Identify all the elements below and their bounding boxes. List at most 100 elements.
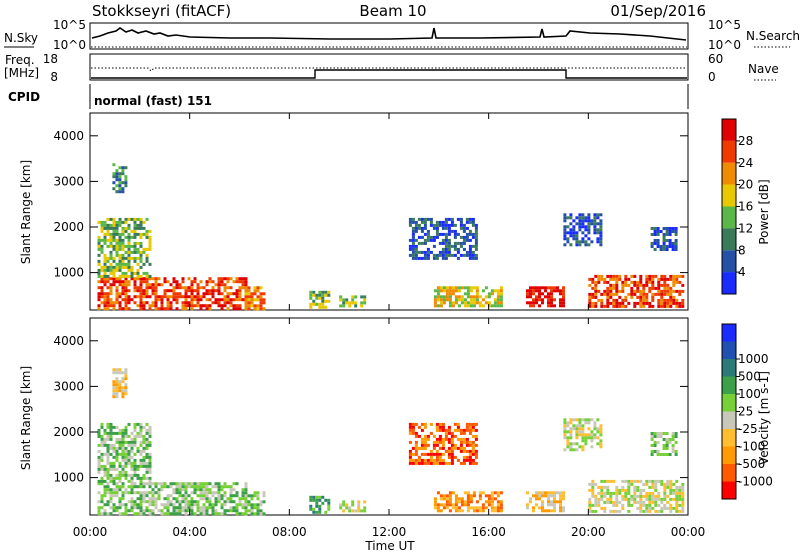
heatmap-cell (575, 427, 579, 431)
heatmap-cell (160, 509, 164, 513)
heatmap-cell (112, 371, 116, 375)
heatmap-cell (660, 301, 664, 305)
heatmap-cell (609, 497, 613, 501)
heatmap-cell (193, 485, 197, 489)
heatmap-cell (118, 172, 122, 176)
heatmap-cell (148, 431, 152, 435)
heatmap-cell (196, 304, 200, 308)
heatmap-cell (581, 225, 585, 229)
heatmap-cell (148, 277, 152, 281)
heatmap-cell (618, 491, 622, 495)
heatmap-cell (130, 500, 134, 504)
heatmap-cell (636, 286, 640, 290)
heatmap-cell (109, 241, 113, 245)
heatmap-cell (578, 424, 582, 428)
heatmap-cell (103, 235, 107, 239)
heatmap-cell (97, 271, 101, 275)
heatmap-cell (451, 506, 455, 510)
heatmap-cell (103, 253, 107, 257)
heatmap-cell (124, 274, 128, 278)
heatmap-cell (438, 452, 442, 456)
heatmap-cell (612, 479, 616, 483)
colorbar-swatch (722, 394, 736, 412)
heatmap-cell (674, 453, 678, 456)
heatmap-cell (97, 235, 101, 239)
heatmap-cell (432, 238, 436, 242)
heatmap-cell (484, 301, 488, 305)
heatmap-cell (109, 443, 113, 447)
heatmap-cell (318, 498, 322, 502)
heatmap-cell (465, 440, 469, 444)
heatmap-cell (169, 289, 173, 293)
heatmap-cell (578, 421, 582, 425)
heatmap-cell (175, 488, 179, 492)
heatmap-cell (590, 439, 594, 443)
heatmap-cell (151, 494, 155, 498)
heatmap-cell (220, 298, 224, 302)
heatmap-cell (651, 494, 655, 498)
heatmap-cell (569, 436, 573, 440)
heatmap-cell (124, 506, 128, 510)
heatmap-cell (627, 301, 631, 305)
heatmap-cell (581, 231, 585, 235)
heatmap-cell (133, 437, 137, 441)
heatmap-cell (232, 298, 236, 302)
heatmap-cell (665, 239, 669, 242)
heatmap-cell (526, 301, 529, 305)
heatmap-cell (618, 277, 622, 281)
heatmap-cell (671, 230, 675, 233)
heatmap-cell (136, 503, 140, 507)
heatmap-cell (496, 289, 500, 293)
heatmap-cell (115, 277, 119, 281)
heatmap-cell (142, 509, 146, 513)
y-tick-label: 4000 (53, 129, 84, 143)
heatmap-cell (106, 223, 110, 227)
heatmap-cell (569, 213, 573, 217)
heatmap-cell (544, 494, 547, 498)
heatmap-cell (178, 509, 182, 513)
heatmap-cell (175, 500, 179, 504)
heatmap-cell (609, 289, 613, 293)
heatmap-cell (681, 500, 685, 504)
heatmap-cell (205, 485, 209, 489)
heatmap-cell (103, 220, 107, 224)
heatmap-cell (621, 280, 625, 284)
heatmap-cell (118, 446, 122, 450)
heatmap-cell (584, 418, 588, 422)
heatmap-cell (426, 247, 430, 251)
heatmap-cell (660, 482, 664, 486)
heatmap-cell (211, 503, 215, 507)
heatmap-cell (196, 301, 200, 305)
heatmap-cell (650, 432, 654, 435)
heatmap-cell (148, 482, 152, 486)
heatmap-cell (591, 509, 595, 513)
heatmap-cell (636, 485, 640, 489)
heatmap-cell (142, 262, 146, 266)
heatmap-cell (223, 301, 227, 305)
heatmap-cell (223, 295, 227, 299)
heatmap-cell (451, 304, 455, 308)
heatmap-cell (142, 455, 146, 459)
heatmap-cell (124, 464, 128, 468)
heatmap-cell (432, 223, 436, 227)
heatmap-cell (432, 253, 436, 257)
heatmap-cell (645, 280, 649, 284)
heatmap-cell (106, 229, 110, 233)
time-tick-label: 04:00 (172, 525, 207, 539)
heatmap-cell (468, 425, 472, 429)
heatmap-cell (163, 307, 167, 311)
heatmap-cell (139, 428, 143, 432)
heatmap-cell (166, 307, 170, 311)
heatmap-cell (318, 504, 322, 508)
heatmap-cell (136, 241, 140, 245)
heatmap-cell (588, 488, 592, 492)
heatmap-cell (414, 458, 418, 462)
heatmap-cell (115, 452, 119, 456)
heatmap-cell (139, 449, 143, 453)
heatmap-cell (481, 289, 485, 293)
heatmap-cell (591, 292, 595, 296)
heatmap-cell (559, 298, 562, 302)
heatmap-cell (241, 277, 245, 281)
heatmap-cell (145, 283, 149, 287)
